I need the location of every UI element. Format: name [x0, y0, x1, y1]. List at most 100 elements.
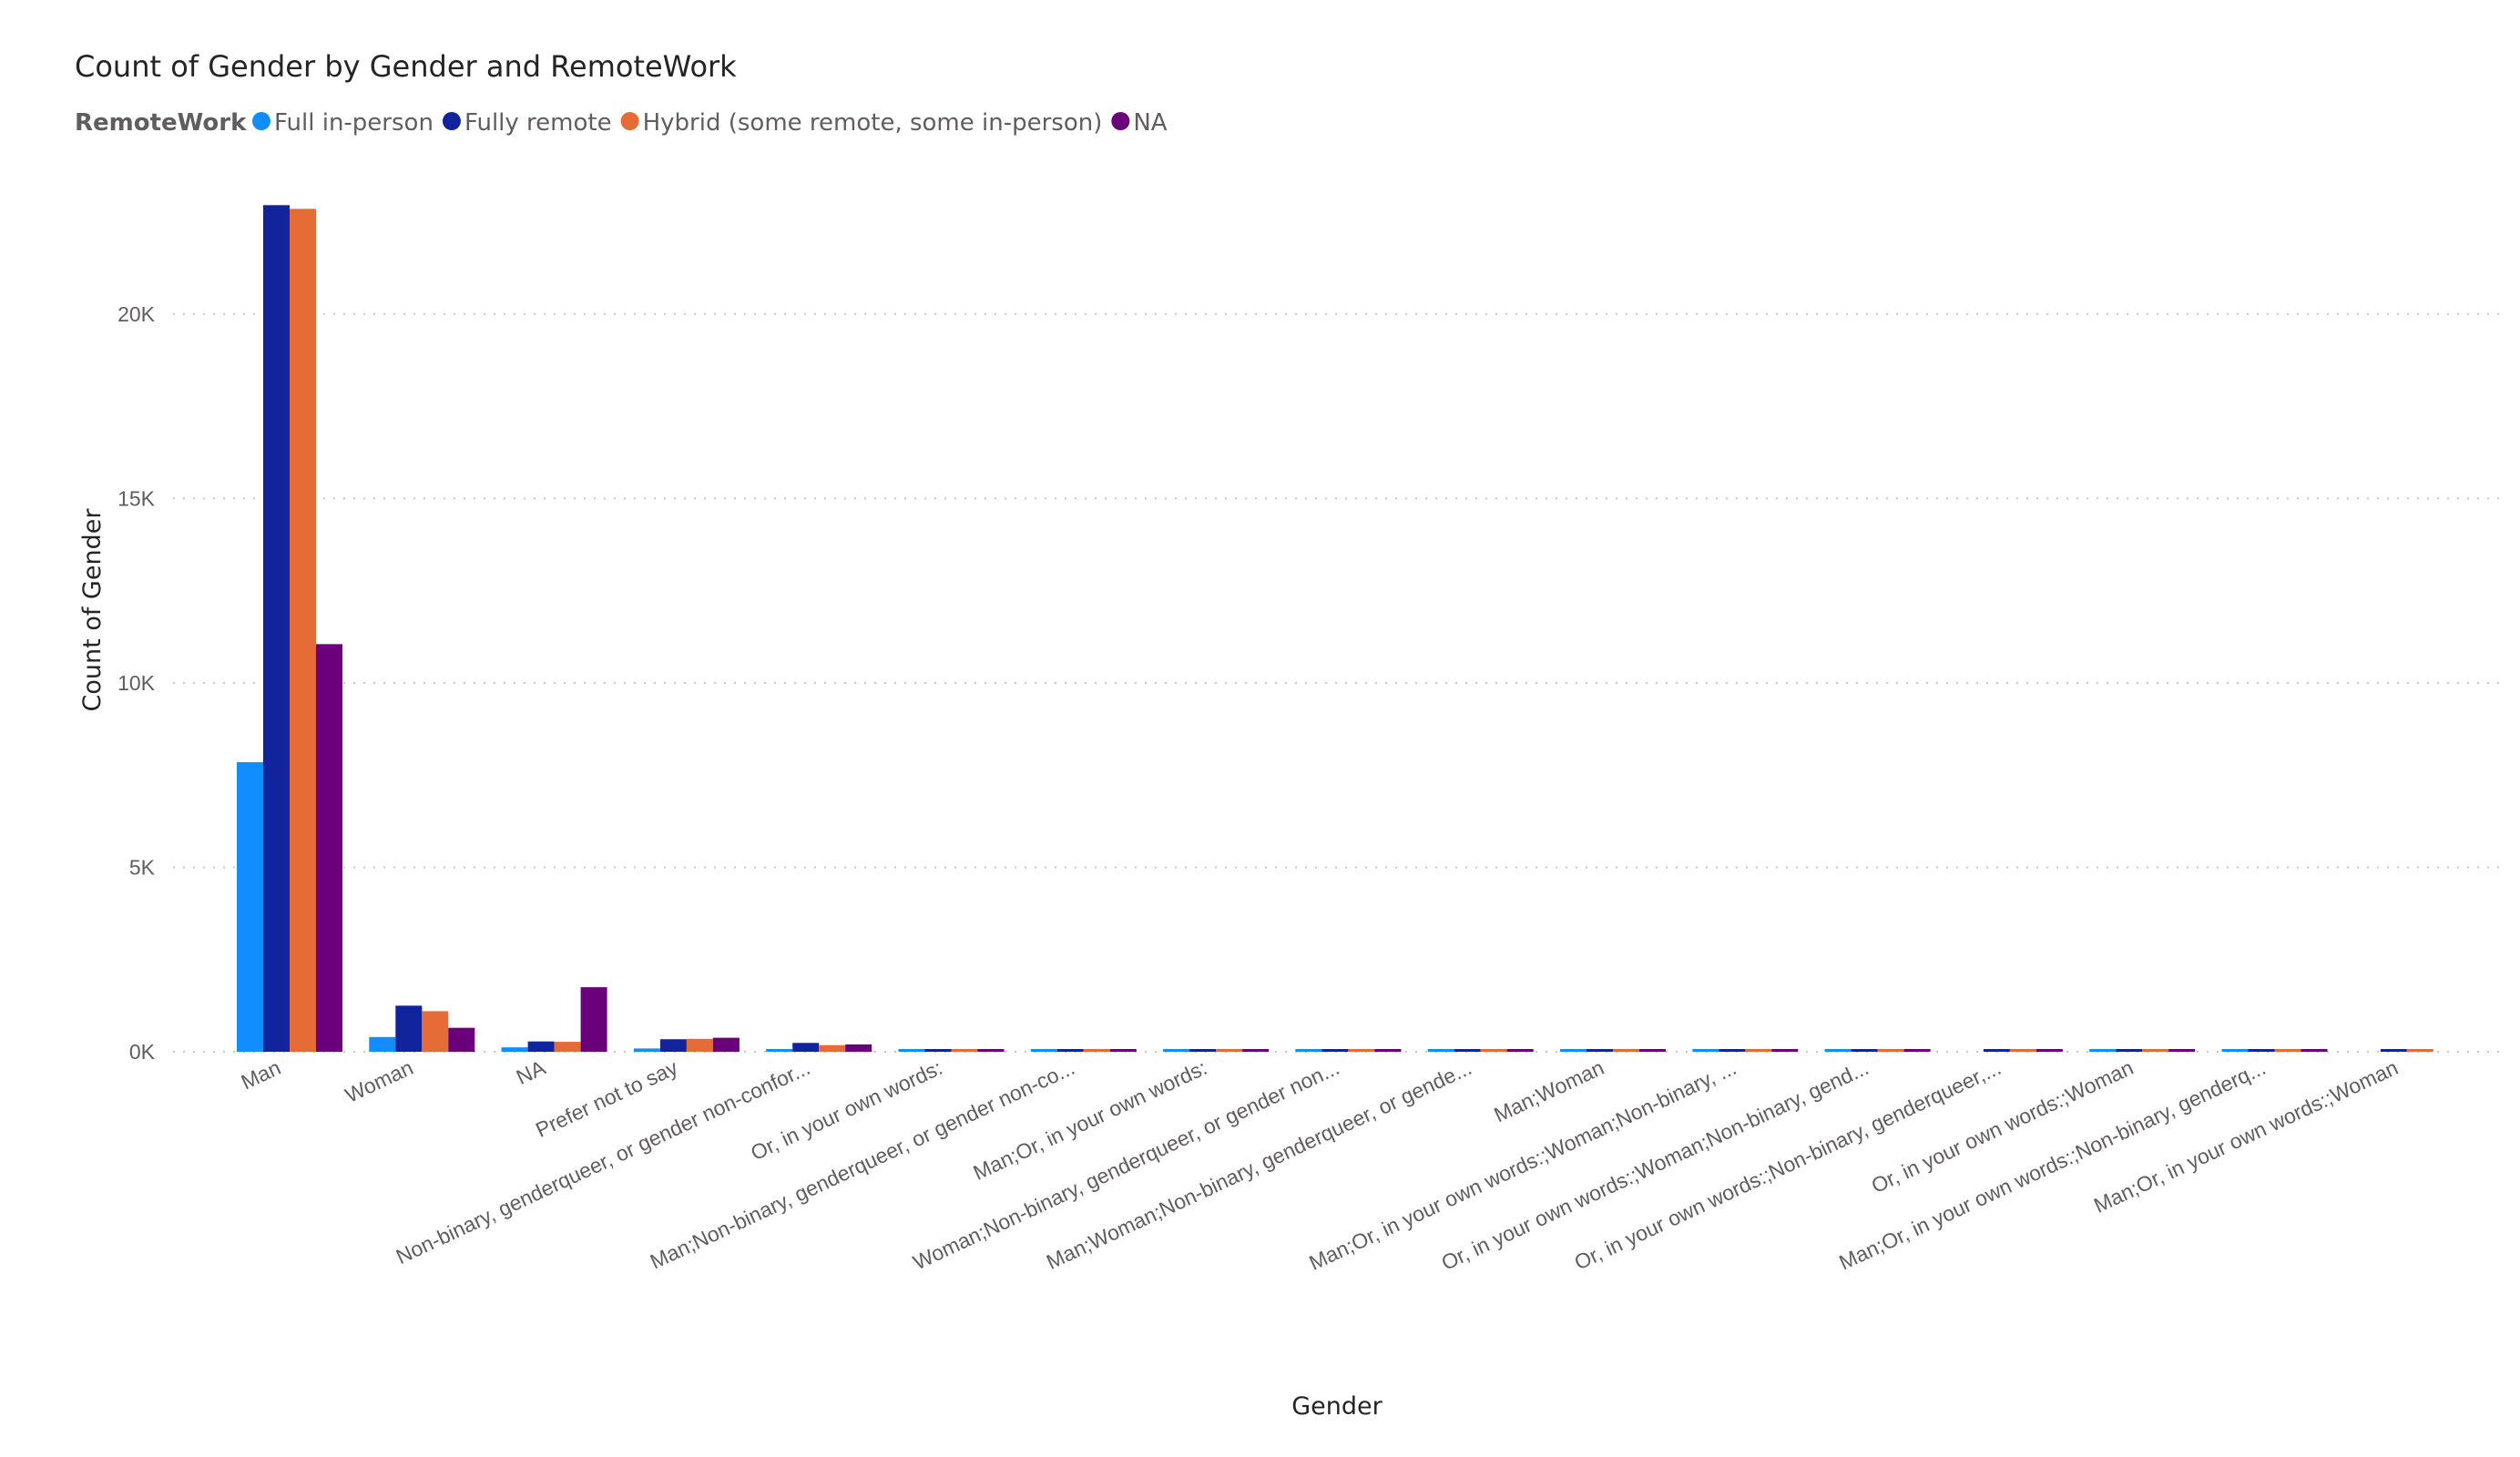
- bar-full-in-person-11[interactable]: [1692, 1049, 1719, 1052]
- bar-hybrid-some-remote-some-in-person-6[interactable]: [1083, 1049, 1110, 1052]
- legend-marker-full-in-person: [252, 112, 270, 130]
- bar-fully-remote-3[interactable]: [659, 1039, 687, 1052]
- legend-item-full-in-person[interactable]: Full in-person: [252, 109, 434, 137]
- bar-na-14[interactable]: [2168, 1049, 2196, 1052]
- bar-hybrid-some-remote-some-in-person-12[interactable]: [1877, 1049, 1904, 1052]
- bar-na-2[interactable]: [580, 987, 607, 1052]
- bar-fully-remote-9[interactable]: [1454, 1049, 1481, 1052]
- bar-full-in-person-10[interactable]: [1560, 1049, 1586, 1052]
- bar-group-6: [1030, 1049, 1137, 1052]
- bar-fully-remote-7[interactable]: [1189, 1049, 1217, 1052]
- bar-hybrid-some-remote-some-in-person-1[interactable]: [422, 1011, 449, 1052]
- bar-hybrid-some-remote-some-in-person-3[interactable]: [686, 1038, 713, 1052]
- x-tick-label-0: Man: [238, 1055, 285, 1094]
- bar-group-16: [2380, 1049, 2433, 1052]
- bar-na-7[interactable]: [1242, 1049, 1270, 1052]
- legend-marker-fully-remote: [442, 112, 461, 130]
- bar-na-3[interactable]: [712, 1037, 740, 1052]
- bar-na-4[interactable]: [845, 1044, 872, 1052]
- bar-full-in-person-0[interactable]: [237, 761, 263, 1052]
- bar-group-0: [237, 205, 342, 1052]
- bar-full-in-person-3[interactable]: [633, 1048, 660, 1052]
- bar-fully-remote-13[interactable]: [1983, 1049, 2010, 1052]
- y-tick-label-1: 5K: [129, 855, 156, 879]
- bar-group-8: [1295, 1049, 1402, 1052]
- y-tick-label-2: 10K: [117, 671, 156, 695]
- bar-full-in-person-14[interactable]: [2089, 1049, 2117, 1052]
- bar-hybrid-some-remote-some-in-person-2[interactable]: [554, 1042, 581, 1052]
- x-tick-label-2: NA: [513, 1055, 550, 1089]
- legend-item-na[interactable]: NA: [1111, 109, 1168, 137]
- bar-hybrid-some-remote-some-in-person-14[interactable]: [2142, 1049, 2169, 1052]
- bar-group-2: [501, 987, 607, 1052]
- bar-na-13[interactable]: [2035, 1049, 2063, 1052]
- bar-group-3: [633, 1037, 740, 1052]
- legend-marker-na: [1111, 112, 1130, 130]
- bar-full-in-person-4[interactable]: [766, 1049, 793, 1052]
- y-tick-label-3: 15K: [117, 486, 156, 510]
- bar-fully-remote-8[interactable]: [1321, 1049, 1349, 1052]
- bar-fully-remote-14[interactable]: [2116, 1049, 2143, 1052]
- bar-hybrid-some-remote-some-in-person-10[interactable]: [1613, 1049, 1639, 1052]
- bar-group-7: [1163, 1049, 1270, 1052]
- legend-item-fully-remote[interactable]: Fully remote: [442, 109, 612, 137]
- bar-na-8[interactable]: [1374, 1049, 1402, 1052]
- bar-fully-remote-12[interactable]: [1851, 1049, 1878, 1052]
- bar-hybrid-some-remote-some-in-person-4[interactable]: [819, 1044, 846, 1052]
- bar-hybrid-some-remote-some-in-person-15[interactable]: [2274, 1049, 2301, 1052]
- bar-full-in-person-1[interactable]: [369, 1036, 396, 1052]
- legend-title: RemoteWork: [75, 109, 247, 137]
- bar-fully-remote-6[interactable]: [1056, 1049, 1084, 1052]
- bar-fully-remote-1[interactable]: [395, 1005, 423, 1052]
- bar-na-9[interactable]: [1506, 1049, 1534, 1052]
- bar-full-in-person-12[interactable]: [1824, 1049, 1852, 1052]
- bar-group-1: [369, 1005, 475, 1052]
- legend-item-hybrid-some-remote-some-in-person[interactable]: Hybrid (some remote, some in-person): [620, 109, 1103, 137]
- bar-na-15[interactable]: [2301, 1049, 2328, 1052]
- y-axis: 0K 5K 10K 15K 20K: [117, 302, 156, 1064]
- bar-hybrid-some-remote-some-in-person-11[interactable]: [1745, 1049, 1772, 1052]
- bar-hybrid-some-remote-some-in-person-0[interactable]: [290, 209, 316, 1052]
- bar-na-5[interactable]: [977, 1049, 1005, 1052]
- bar-fully-remote-5[interactable]: [924, 1049, 952, 1052]
- legend-label-na: NA: [1133, 109, 1167, 137]
- bar-full-in-person-9[interactable]: [1427, 1049, 1454, 1052]
- y-tick-label-0: 0K: [129, 1040, 156, 1064]
- legend-label-full-in-person: Full in-person: [274, 109, 434, 137]
- bar-na-12[interactable]: [1903, 1049, 1931, 1052]
- bar-fully-remote-2[interactable]: [527, 1041, 555, 1052]
- bar-full-in-person-15[interactable]: [2221, 1049, 2249, 1052]
- bar-group-11: [1692, 1049, 1799, 1052]
- bar-na-0[interactable]: [316, 644, 342, 1052]
- bar-full-in-person-6[interactable]: [1030, 1049, 1057, 1052]
- bar-fully-remote-4[interactable]: [792, 1043, 820, 1052]
- bar-na-10[interactable]: [1639, 1049, 1666, 1052]
- bar-group-10: [1560, 1049, 1666, 1052]
- bar-hybrid-some-remote-some-in-person-5[interactable]: [951, 1049, 978, 1052]
- bar-hybrid-some-remote-some-in-person-8[interactable]: [1348, 1049, 1375, 1052]
- bar-group-9: [1427, 1049, 1534, 1052]
- bar-full-in-person-5[interactable]: [898, 1049, 925, 1052]
- bar-na-11[interactable]: [1771, 1049, 1799, 1052]
- bar-fully-remote-15[interactable]: [2248, 1049, 2275, 1052]
- bar-hybrid-some-remote-some-in-person-9[interactable]: [1480, 1049, 1507, 1052]
- bar-hybrid-some-remote-some-in-person-7[interactable]: [1216, 1049, 1243, 1052]
- bar-full-in-person-7[interactable]: [1163, 1049, 1190, 1052]
- bar-hybrid-some-remote-some-in-person-16[interactable]: [2406, 1049, 2433, 1052]
- bar-hybrid-some-remote-some-in-person-13[interactable]: [2009, 1049, 2036, 1052]
- bar-group-13: [1983, 1049, 2063, 1052]
- bar-na-1[interactable]: [448, 1027, 475, 1052]
- bar-fully-remote-11[interactable]: [1719, 1049, 1746, 1052]
- legend-marker-hybrid-some-remote-some-in-person: [620, 112, 639, 130]
- bar-fully-remote-16[interactable]: [2380, 1049, 2407, 1052]
- x-axis-title: Gender: [1291, 1392, 1382, 1421]
- bar-group-5: [898, 1049, 1005, 1052]
- bar-full-in-person-8[interactable]: [1295, 1049, 1322, 1052]
- bar-fully-remote-10[interactable]: [1586, 1049, 1613, 1052]
- bar-group-15: [2221, 1049, 2328, 1052]
- bar-fully-remote-0[interactable]: [263, 205, 290, 1052]
- bar-na-6[interactable]: [1109, 1049, 1137, 1052]
- x-tick-label-10: Man;Woman: [1490, 1055, 1607, 1126]
- bar-full-in-person-2[interactable]: [501, 1047, 528, 1052]
